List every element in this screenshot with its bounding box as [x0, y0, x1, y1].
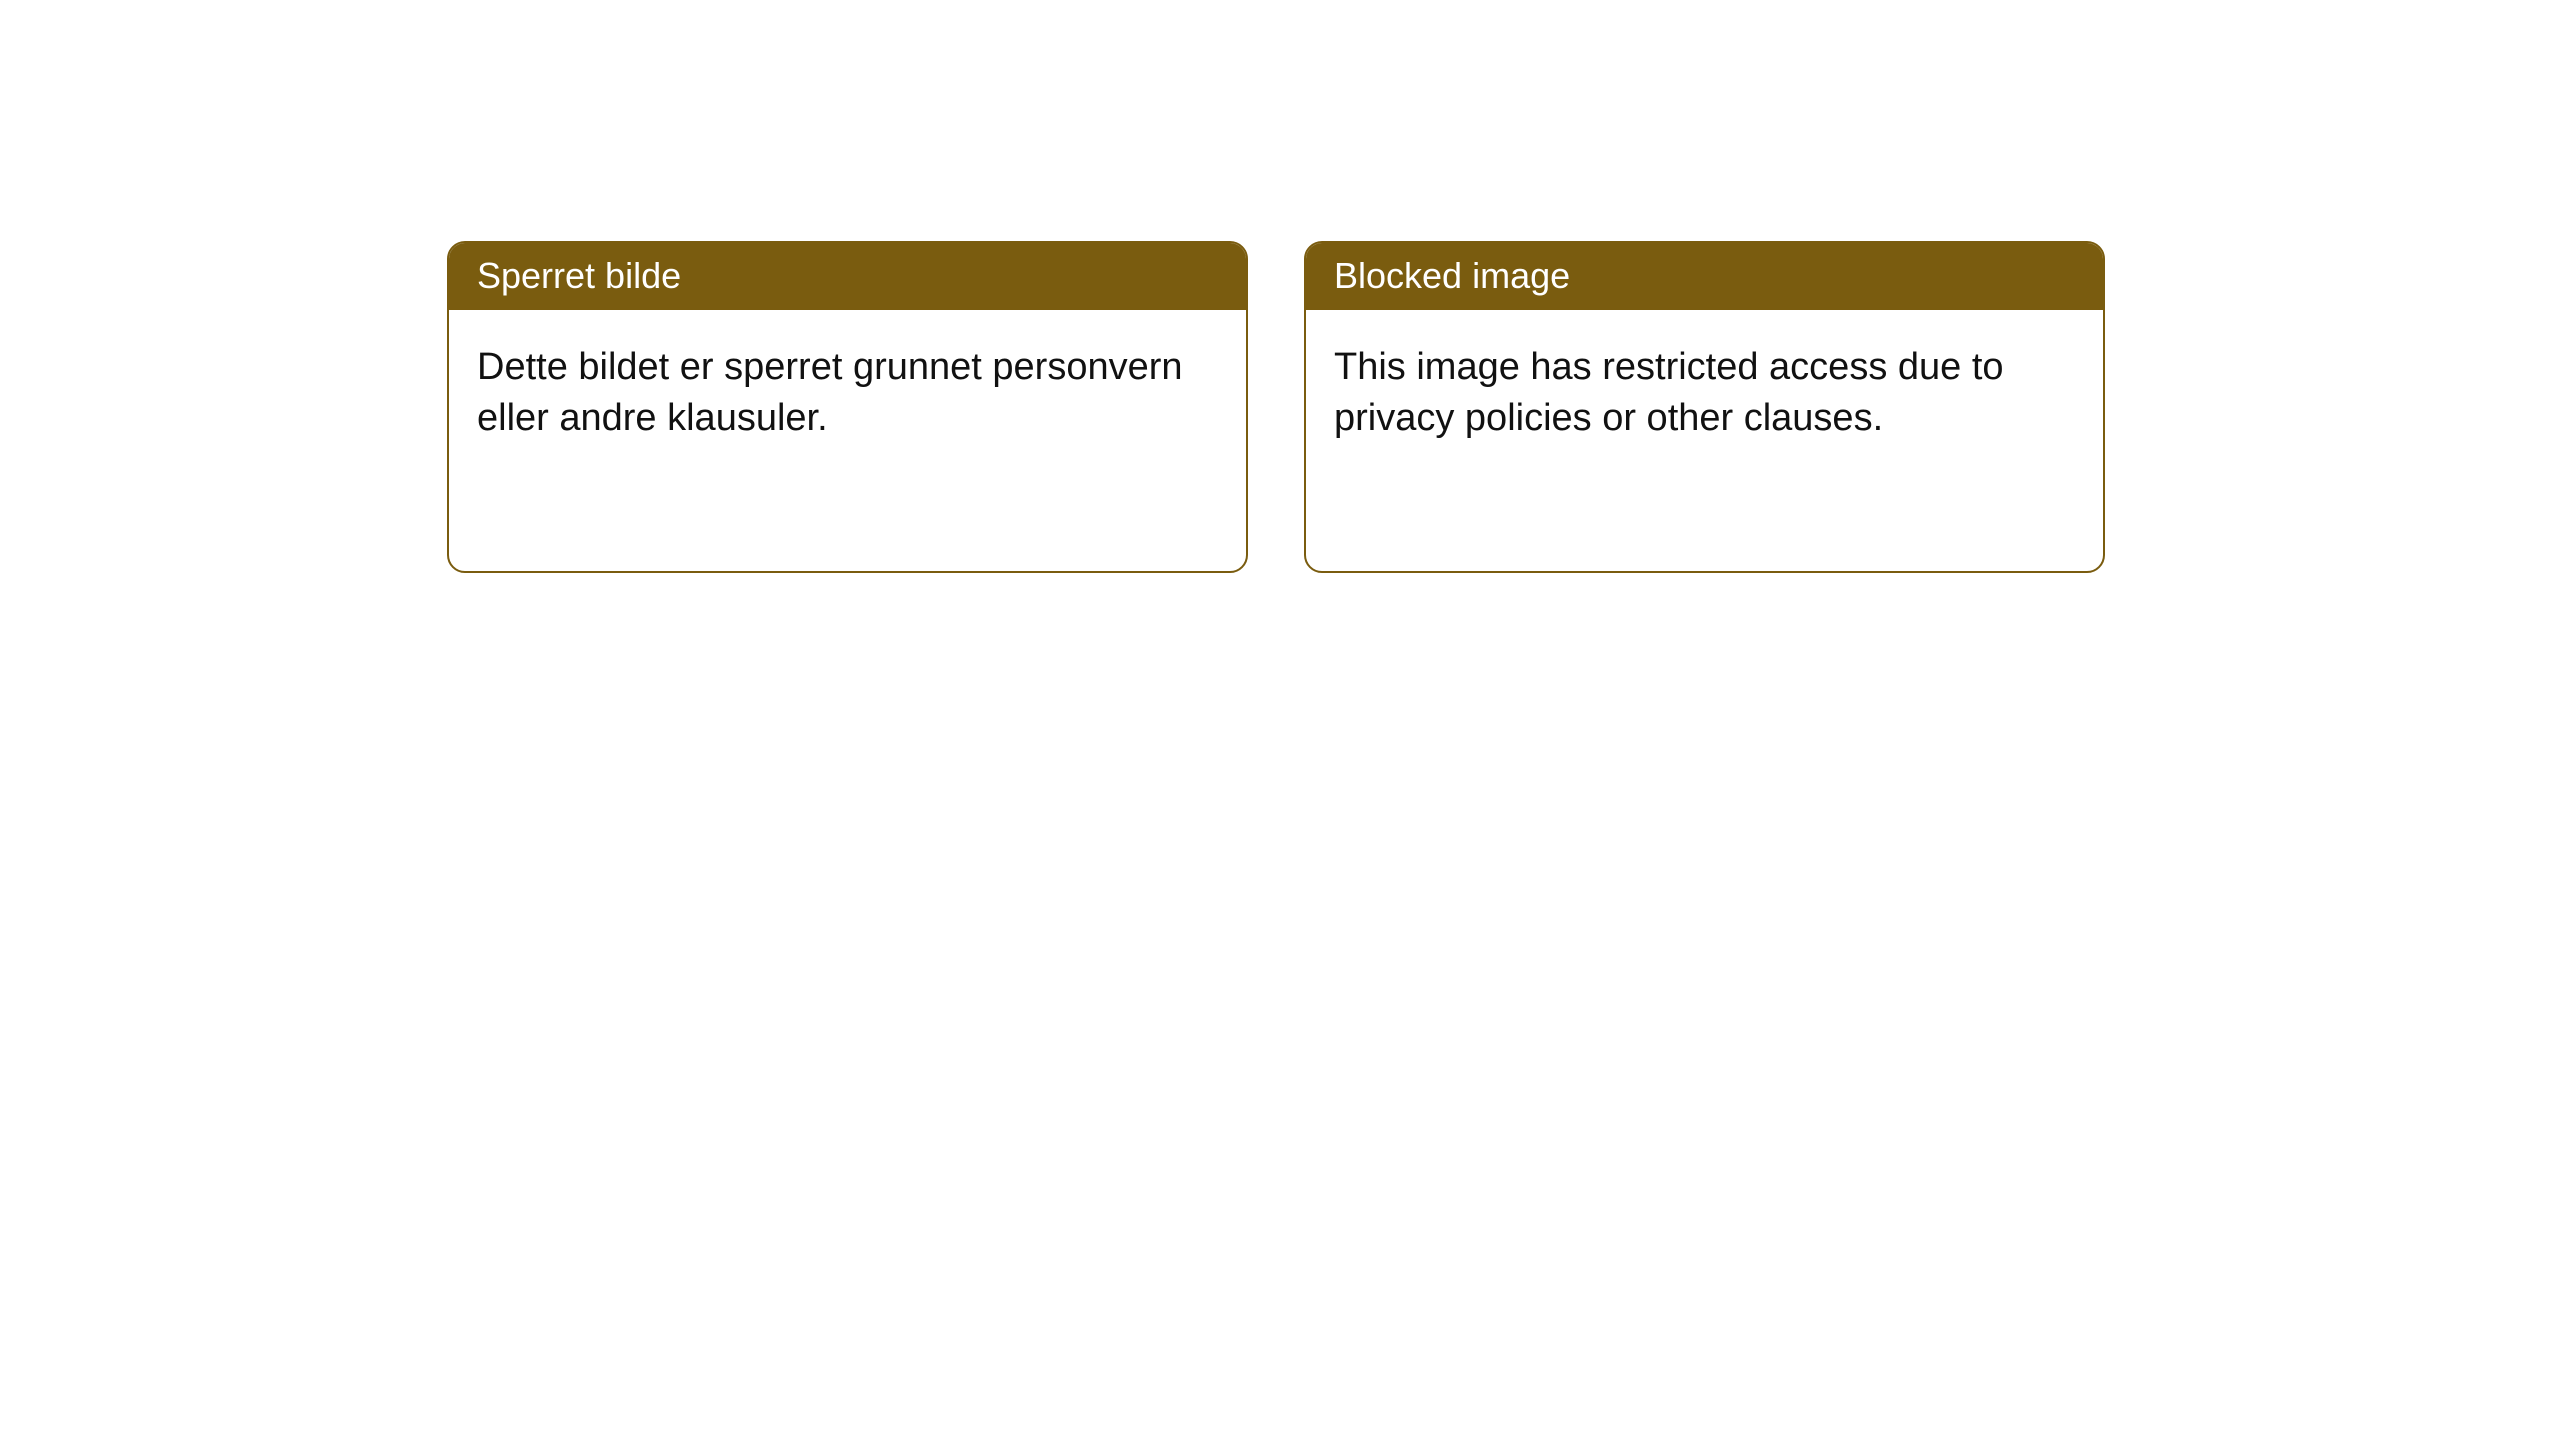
notice-title: Sperret bilde: [477, 255, 681, 296]
notice-body: This image has restricted access due to …: [1306, 310, 2103, 476]
notice-body-text: This image has restricted access due to …: [1334, 346, 2004, 439]
notice-card-norwegian: Sperret bilde Dette bildet er sperret gr…: [447, 241, 1248, 573]
notice-body-text: Dette bildet er sperret grunnet personve…: [477, 346, 1183, 439]
notice-header: Blocked image: [1306, 243, 2103, 310]
notice-container: Sperret bilde Dette bildet er sperret gr…: [447, 241, 2105, 573]
notice-body: Dette bildet er sperret grunnet personve…: [449, 310, 1246, 476]
notice-header: Sperret bilde: [449, 243, 1246, 310]
notice-title: Blocked image: [1334, 255, 1570, 296]
notice-card-english: Blocked image This image has restricted …: [1304, 241, 2105, 573]
